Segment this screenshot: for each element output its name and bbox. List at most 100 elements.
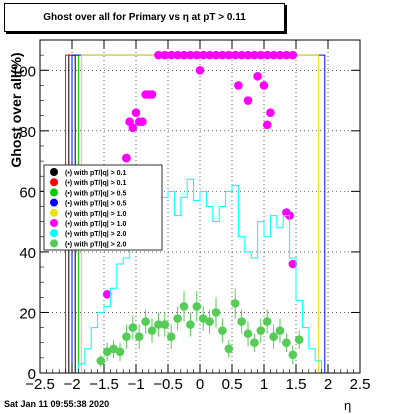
y-tick-label: 80 [19,124,36,141]
data-point [173,314,182,323]
data-point [256,326,266,335]
data-point [102,289,112,299]
data-point [288,259,298,269]
series-7 [96,288,304,367]
data-point [122,332,131,341]
y-tick-label: 40 [19,245,36,262]
data-point [160,50,170,60]
x-tick-label: −2 [63,376,80,393]
data-point [218,326,227,335]
data-point [109,344,118,354]
data-point [115,347,125,357]
data-point [253,72,262,81]
legend-entry: (•) with pT/|q| > 0.5 [65,190,127,197]
data-point [294,335,304,345]
legend-entry: (•) with pT/|q| > 2.0 [65,231,127,238]
data-point [288,350,298,360]
data-point [122,153,131,163]
data-point [269,332,278,341]
data-point [237,50,246,60]
y-tick-label: 20 [19,305,36,322]
data-point [160,320,170,329]
data-point [237,317,246,326]
data-point [186,50,195,60]
legend-entry: (•) with pT/|q| > 2.0 [65,241,127,248]
data-point [192,302,202,311]
data-point [230,50,240,60]
x-tick-label: 0.5 [222,376,243,393]
legend-entry: (•) with pT/|q| > 0.1 [65,180,127,187]
data-point [186,320,195,329]
data-point [224,50,234,60]
data-point [275,326,285,335]
data-point [243,96,253,105]
y-tick-label: 0 [28,366,36,383]
x-tick-label: 2 [324,376,332,393]
data-point [198,50,208,60]
data-point [154,320,163,329]
data-point [179,50,189,60]
data-point [144,90,154,99]
legend-entry: (•) with pT/|q| > 1.0 [65,211,127,218]
data-point [234,81,243,90]
x-tick-label: −1.5 [89,376,119,393]
timestamp-footer: Sat Jan 11 09:55:38 2020 [4,399,110,409]
x-tick-label: 0 [196,376,204,393]
data-point [211,50,221,60]
data-point [131,108,141,117]
data-point [243,329,253,338]
data-point [173,50,182,60]
legend: (•) with pT/|q| > 0.1 (•) with pT/|q| > 0… [43,164,163,251]
legend-marker [50,178,58,187]
legend-marker [50,208,58,217]
data-point [192,50,202,60]
x-tick-label: −0.5 [153,376,183,393]
data-point [205,317,214,326]
data-point [166,50,176,60]
data-point [266,108,275,117]
data-point [138,117,147,127]
legend-box [43,164,163,251]
x-tick-label: −1 [127,376,144,393]
data-point [154,50,163,60]
legend-marker [50,198,58,207]
legend-marker [50,188,58,197]
data-point [166,332,176,341]
x-tick-label: 1 [260,376,268,393]
data-point [282,338,291,348]
x-axis-label: η [344,398,352,413]
x-tick-label: 2.5 [350,376,371,393]
axis-ticks: −2.5 −2 −1.5 −1 −0.5 0 0.5 1 1.5 2 2.5 0 20 40 60 80 100 [11,39,371,393]
data-point [224,344,234,354]
data-point [259,81,269,90]
hist-outline [59,178,323,374]
series-layer [59,50,326,374]
y-axis-label: Ghost over all(%) [8,52,24,168]
x-tick-label: −2.5 [25,376,55,393]
data-point [275,50,285,60]
data-point [256,50,266,60]
series-6 [59,178,323,374]
data-point [262,120,272,130]
y-tick-label: 60 [19,184,36,201]
legend-entry: (•) with pT/|q| > 0.1 [65,170,127,177]
data-point [230,299,240,308]
data-point [250,338,259,348]
chart-title: Ghost over all for Primary vs η at pT > … [4,3,285,32]
data-point [96,356,106,366]
legend-entry: (•) with pT/|q| > 1.0 [65,221,127,228]
data-point [211,308,221,317]
data-point [288,50,298,60]
data-point [125,117,134,127]
data-point [179,302,189,311]
data-point [205,50,214,60]
chart-title-text: Ghost over all for Primary vs η at pT > … [43,12,246,23]
legend-marker [50,239,58,248]
data-point [195,65,205,75]
legend-marker [50,229,58,238]
legend-entry: (•) with pT/|q| > 0.5 [65,201,127,208]
x-tick-label: 1.5 [286,376,307,393]
data-point [250,50,259,60]
data-point [147,326,157,335]
